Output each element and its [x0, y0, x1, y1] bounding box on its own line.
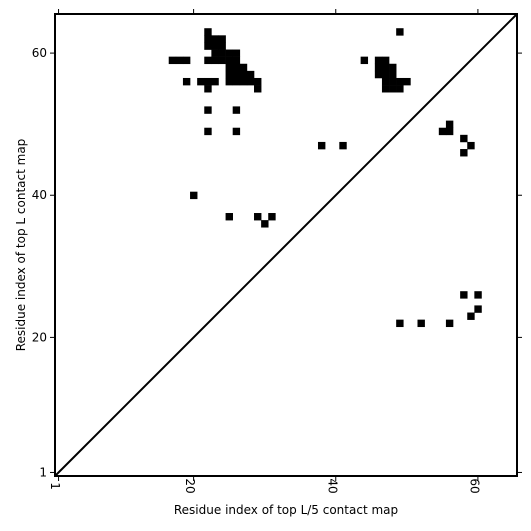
contact-cell	[381, 56, 390, 65]
contact-cells	[168, 28, 482, 328]
contact-cell	[232, 49, 241, 57]
y-tick-label: 1	[39, 465, 47, 479]
x-tick-label: 60	[467, 478, 481, 493]
contact-cell	[225, 56, 233, 65]
contact-cell	[232, 127, 241, 136]
contact-cell	[225, 213, 233, 221]
contact-cell	[204, 56, 212, 65]
contact-cell	[396, 319, 404, 328]
contact-cell	[374, 56, 383, 65]
contact-cell	[396, 77, 404, 86]
contact-cell	[246, 77, 255, 86]
contact-cell	[204, 42, 212, 50]
contact-cell	[467, 312, 475, 320]
y-axis-label: Residue index of top L contact map	[14, 139, 28, 352]
contact-cell	[211, 35, 219, 43]
contact-cell	[204, 35, 212, 43]
contact-cell	[211, 77, 219, 86]
contact-cell	[211, 49, 219, 57]
x-tick-label: 40	[325, 478, 339, 493]
contact-cell	[239, 63, 248, 72]
axis-ticks: 1 20 40 60 1 20 40 60	[32, 9, 522, 494]
contact-cell	[225, 49, 233, 57]
contact-cell	[254, 85, 262, 93]
x-axis-label: Residue index of top L/5 contact map	[174, 503, 398, 517]
contact-cell	[190, 191, 198, 200]
y-tick-label: 60	[32, 46, 47, 60]
contact-cell	[445, 127, 454, 136]
contact-cell	[254, 213, 262, 221]
contact-cell	[239, 77, 248, 86]
contact-cell	[381, 85, 390, 93]
contact-cell	[204, 127, 212, 136]
contact-cell	[381, 77, 390, 86]
contact-cell	[204, 77, 212, 86]
contact-cell	[396, 28, 404, 36]
contact-cell	[218, 35, 226, 43]
contact-cell	[417, 319, 425, 328]
contact-cell	[339, 141, 347, 150]
contact-cell	[474, 305, 482, 313]
contact-cell	[474, 291, 482, 299]
contact-cell	[268, 213, 276, 221]
contact-cell	[381, 63, 390, 72]
contact-cell	[403, 77, 411, 86]
contact-cell	[232, 56, 241, 65]
contact-cell	[254, 77, 262, 86]
contact-cell	[225, 77, 233, 86]
contact-cell	[396, 85, 404, 93]
diagonal-line	[54, 13, 518, 477]
contact-cell	[261, 220, 269, 228]
contact-cell	[460, 291, 468, 299]
x-tick-label: 1	[48, 482, 62, 490]
contact-cell	[445, 319, 454, 328]
contact-cell	[389, 63, 397, 72]
contact-cell	[204, 28, 212, 36]
contact-cell	[389, 70, 397, 79]
contact-cell	[232, 77, 241, 86]
contact-cell	[445, 120, 454, 129]
contact-cell	[218, 42, 226, 50]
y-tick-label: 40	[32, 188, 47, 202]
contact-cell	[175, 56, 184, 65]
contact-cell	[204, 85, 212, 93]
contact-cell	[438, 127, 447, 136]
contact-cell	[389, 77, 397, 86]
contact-cell	[460, 134, 468, 143]
contact-cell	[374, 63, 383, 72]
contact-cell	[218, 49, 226, 57]
contact-cell	[232, 106, 241, 114]
contact-cell	[374, 70, 383, 79]
contact-cell	[211, 42, 219, 50]
contact-cell	[239, 70, 248, 79]
y-tick-label: 20	[32, 330, 47, 344]
contact-cell	[389, 85, 397, 93]
contact-cell	[204, 106, 212, 114]
contact-cell	[197, 77, 205, 86]
contact-cell	[211, 56, 219, 65]
contact-cell	[225, 63, 233, 72]
contact-cell	[381, 70, 390, 79]
plot-frame	[54, 13, 518, 477]
contact-cell	[232, 70, 241, 79]
contact-cell	[360, 56, 369, 65]
contact-cell	[460, 149, 468, 157]
contact-cell	[225, 70, 233, 79]
contact-cell	[232, 63, 241, 72]
contact-cell	[317, 141, 326, 150]
contact-cell	[168, 56, 177, 65]
contact-cell	[467, 141, 475, 150]
contact-cell	[182, 77, 191, 86]
contact-cell	[182, 56, 191, 65]
x-tick-label: 20	[183, 478, 197, 493]
contact-cell	[246, 70, 255, 79]
contact-cell	[218, 56, 226, 65]
